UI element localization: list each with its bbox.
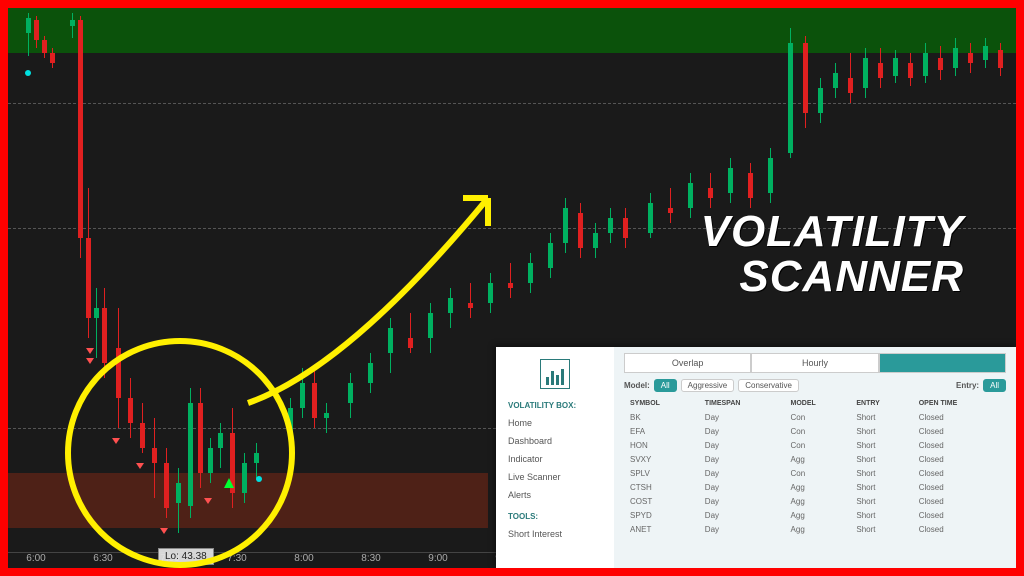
table-cell: SPYD (626, 509, 699, 521)
table-cell: Day (701, 509, 785, 521)
sidebar-item[interactable]: Short Interest (508, 525, 602, 543)
model-filter-label: Model: (624, 381, 650, 390)
table-cell: Day (701, 411, 785, 423)
table-row[interactable]: BKDayConShortClosed (626, 411, 1004, 423)
sidebar-header: VOLATILITY BOX: (508, 401, 602, 410)
table-cell: Agg (787, 495, 851, 507)
table-cell: Short (852, 411, 912, 423)
table-cell: Short (852, 439, 912, 451)
column-header[interactable]: ENTRY (852, 398, 912, 409)
highlight-circle-annotation (65, 338, 295, 568)
table-cell: Short (852, 481, 912, 493)
table-cell: Day (701, 523, 785, 535)
gridline (8, 103, 1016, 104)
table-cell: SVXY (626, 453, 699, 465)
overlay-title-line1: VOLATILITY (701, 210, 964, 255)
column-header[interactable]: TIMESPAN (701, 398, 785, 409)
column-header[interactable]: SYMBOL (626, 398, 699, 409)
scanner-sidebar: VOLATILITY BOX: HomeDashboardIndicatorLi… (496, 347, 614, 568)
tab-extra[interactable] (879, 353, 1006, 373)
table-cell: Closed (915, 495, 1004, 507)
table-cell: Closed (915, 467, 1004, 479)
table-row[interactable]: EFADayConShortClosed (626, 425, 1004, 437)
time-tick: 6:30 (93, 553, 112, 564)
table-cell: Agg (787, 453, 851, 465)
time-tick: 6:00 (26, 553, 45, 564)
table-cell: Closed (915, 509, 1004, 521)
time-tick: 8:30 (361, 553, 380, 564)
table-row[interactable]: HONDayConShortClosed (626, 439, 1004, 451)
table-cell: Con (787, 425, 851, 437)
table-cell: Day (701, 425, 785, 437)
sidebar-item[interactable]: Dashboard (508, 432, 602, 450)
table-cell: Closed (915, 481, 1004, 493)
column-header[interactable]: OPEN TIME (915, 398, 1004, 409)
table-cell: Closed (915, 453, 1004, 465)
tab-overlap[interactable]: Overlap (624, 353, 751, 373)
table-cell: Short (852, 453, 912, 465)
table-cell: Day (701, 439, 785, 451)
table-cell: BK (626, 411, 699, 423)
overlay-title-line2: SCANNER (701, 255, 964, 300)
overlay-title: VOLATILITY SCANNER (701, 210, 964, 300)
table-cell: Con (787, 411, 851, 423)
table-cell: Con (787, 467, 851, 479)
model-aggressive-pill[interactable]: Aggressive (681, 379, 735, 392)
entry-filter-label: Entry: (956, 381, 979, 390)
scanner-logo-icon (540, 359, 570, 389)
table-cell: Short (852, 425, 912, 437)
chevron-marker (86, 358, 94, 364)
entry-all-pill[interactable]: All (983, 379, 1006, 392)
table-cell: Short (852, 509, 912, 521)
model-conservative-pill[interactable]: Conservative (738, 379, 799, 392)
time-tick: 9:00 (428, 553, 447, 564)
table-cell: Closed (915, 439, 1004, 451)
table-row[interactable]: COSTDayAggShortClosed (626, 495, 1004, 507)
sidebar-item[interactable]: Alerts (508, 486, 602, 504)
chevron-marker (86, 348, 94, 354)
table-cell: CTSH (626, 481, 699, 493)
volatility-scanner-panel: VOLATILITY BOX: HomeDashboardIndicatorLi… (496, 347, 1016, 568)
table-cell: Short (852, 467, 912, 479)
scanner-main: Overlap Hourly Model: All Aggressive Con… (614, 347, 1016, 568)
table-cell: HON (626, 439, 699, 451)
scanner-results-table: SYMBOLTIMESPANMODELENTRYOPEN TIME BKDayC… (624, 396, 1006, 537)
tab-hourly[interactable]: Hourly (751, 353, 878, 373)
table-cell: EFA (626, 425, 699, 437)
column-header[interactable]: MODEL (787, 398, 851, 409)
table-cell: Day (701, 453, 785, 465)
sidebar-item[interactable]: Live Scanner (508, 468, 602, 486)
table-cell: Day (701, 481, 785, 493)
table-cell: Short (852, 523, 912, 535)
sidebar-item[interactable]: Indicator (508, 450, 602, 468)
table-row[interactable]: SPYDDayAggShortClosed (626, 509, 1004, 521)
table-cell: Day (701, 495, 785, 507)
table-cell: Agg (787, 523, 851, 535)
table-cell: Closed (915, 411, 1004, 423)
table-row[interactable]: CTSHDayAggShortClosed (626, 481, 1004, 493)
table-cell: SPLV (626, 467, 699, 479)
filter-row: Model: All Aggressive Conservative Entry… (624, 379, 1006, 392)
table-cell: COST (626, 495, 699, 507)
tab-row: Overlap Hourly (624, 353, 1006, 373)
table-cell: Agg (787, 481, 851, 493)
tools-header: TOOLS: (508, 512, 602, 521)
time-tick: 8:00 (294, 553, 313, 564)
table-row[interactable]: SPLVDayConShortClosed (626, 467, 1004, 479)
price-zone-upper (8, 8, 1016, 53)
table-cell: Con (787, 439, 851, 451)
table-row[interactable]: ANETDayAggShortClosed (626, 523, 1004, 535)
table-cell: Closed (915, 425, 1004, 437)
table-row[interactable]: SVXYDayAggShortClosed (626, 453, 1004, 465)
table-cell: Closed (915, 523, 1004, 535)
table-cell: Day (701, 467, 785, 479)
sidebar-item[interactable]: Home (508, 414, 602, 432)
table-cell: Short (852, 495, 912, 507)
signal-dot (25, 70, 31, 76)
model-all-pill[interactable]: All (654, 379, 677, 392)
table-cell: ANET (626, 523, 699, 535)
table-cell: Agg (787, 509, 851, 521)
